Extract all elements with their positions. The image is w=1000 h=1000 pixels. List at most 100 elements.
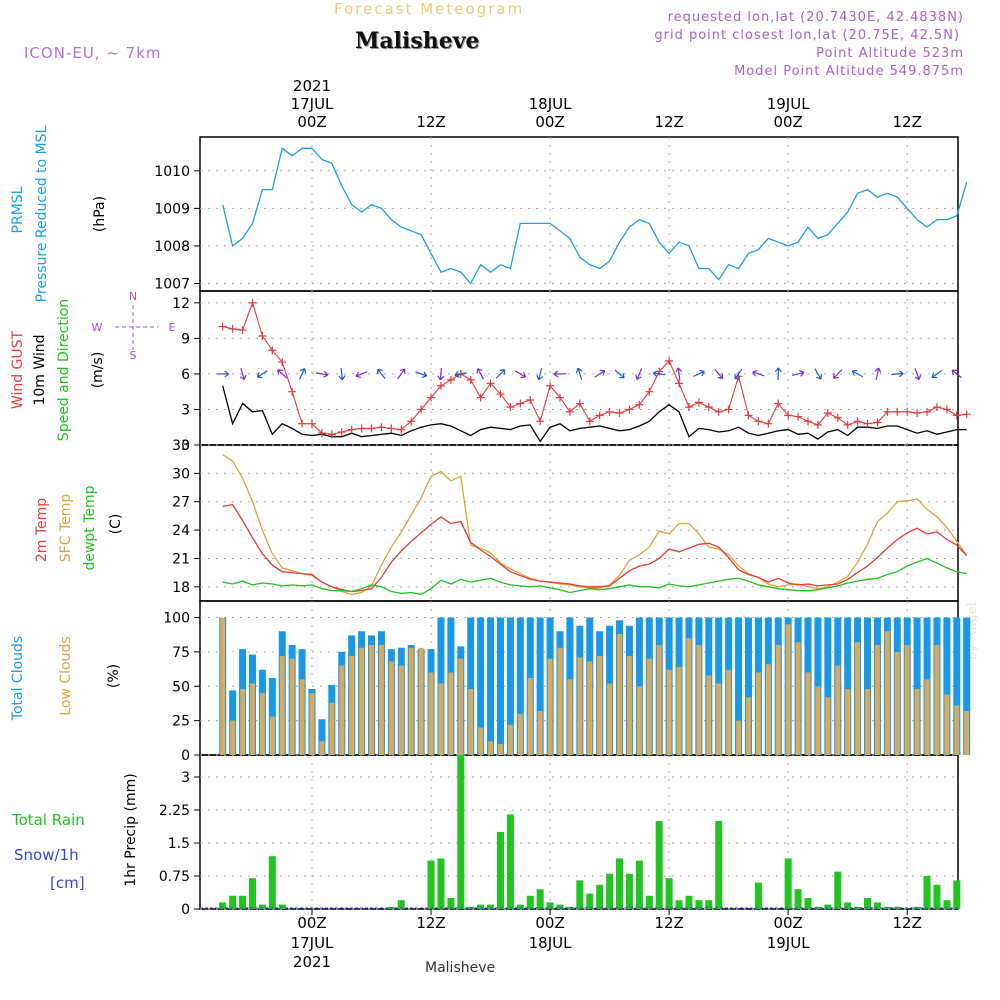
rain-bar — [268, 856, 276, 909]
wind-direction-arrow — [714, 368, 724, 380]
rain-bar — [457, 755, 465, 909]
low-cloud-bar — [874, 645, 880, 755]
wind-direction-arrow — [454, 371, 467, 378]
wind-gust-marker — [506, 403, 515, 412]
panel-frame — [199, 136, 959, 292]
wind-direction-arrow — [594, 369, 606, 378]
y-tick-label: 2.25 — [159, 803, 190, 819]
low-cloud-bar — [805, 672, 811, 755]
clouds-unit-label: (%) — [106, 664, 122, 688]
low-cloud-bar — [329, 702, 335, 755]
low-cloud-bar — [597, 656, 603, 755]
wind-direction-arrow-shape — [814, 368, 823, 380]
rain-bar — [258, 904, 266, 909]
wind-10m-label: 10m Wind — [32, 334, 48, 405]
bottom-time-tick-label: 00Z — [535, 914, 564, 932]
wind-gust-marker — [317, 429, 326, 438]
rain-bar — [556, 904, 564, 909]
y-tick-label: 1007 — [154, 276, 190, 292]
wind-direction-arrow-shape — [931, 369, 943, 379]
top-time-tick-label: 00Z — [535, 113, 564, 131]
gridlines — [194, 137, 958, 915]
low-cloud-bar — [964, 711, 970, 755]
low-cloud-bar — [686, 638, 692, 755]
rain-bar — [844, 902, 852, 909]
wind-gust-marker — [863, 419, 872, 428]
wind-direction-arrow-shape — [714, 368, 724, 380]
wind-gust-marker — [694, 398, 703, 407]
top-time-tick-label: 12Z — [416, 113, 445, 131]
wind-gust-marker — [417, 405, 426, 414]
rain-bar — [715, 821, 723, 909]
low-cloud-bar — [676, 667, 682, 755]
requested-coords: requested lon,lat (20.7430E, 42.4838N) — [667, 10, 964, 25]
low-cloud-bar — [696, 645, 702, 755]
rain-bar — [616, 858, 624, 909]
low-cloud-bar — [716, 683, 722, 755]
total-cloud-bar — [536, 617, 544, 755]
total-cloud-bar — [744, 617, 752, 755]
compass-w: W — [92, 321, 103, 334]
low-clouds-label: Low Clouds — [58, 636, 74, 715]
wind-gust-marker — [397, 425, 406, 434]
low-cloud-bar — [279, 656, 285, 755]
bottom-day-label: 17JUL — [291, 934, 334, 952]
low-cloud-bar — [537, 711, 543, 755]
wind-direction-arrow — [734, 368, 743, 380]
compass-s: S — [130, 349, 137, 362]
wind-direction-arrow — [752, 369, 765, 377]
wind-gust-marker — [595, 411, 604, 420]
rain-bar — [248, 878, 256, 909]
top-time-tick-label: 00Z — [297, 113, 326, 131]
wind-direction-arrow — [614, 369, 625, 379]
chart-labels: 1007100810091010036912182124273033025507… — [10, 77, 922, 971]
low-cloud-bar — [299, 679, 305, 755]
y-tick-label: 6 — [181, 367, 190, 383]
low-cloud-bar — [736, 720, 742, 755]
wind-gust-marker — [337, 427, 346, 436]
rain-bar — [873, 902, 881, 909]
total-cloud-bar — [953, 617, 961, 755]
low-cloud-bar — [577, 657, 583, 755]
wind-gust-marker — [248, 298, 257, 307]
y-tick-label: 27 — [172, 495, 190, 511]
low-cloud-bar — [527, 678, 533, 755]
low-cloud-bar — [289, 658, 295, 755]
top-time-tick-label: 00Z — [773, 113, 802, 131]
wind-gust-marker — [288, 387, 297, 396]
wind-direction-arrow-shape — [594, 369, 606, 378]
wind-direction-arrow-shape — [832, 369, 843, 379]
rain-bar — [705, 900, 713, 909]
wind-gust-marker — [804, 417, 812, 426]
low-cloud-bar — [934, 645, 940, 755]
wind-direction-arrow — [931, 369, 943, 379]
total-cloud-bar — [735, 617, 743, 755]
wind-direction-arrow-shape — [476, 368, 484, 380]
wind-direction-arrow-shape — [635, 368, 643, 380]
wind-gust-marker — [813, 420, 822, 429]
wind-gust-marker — [823, 409, 832, 418]
temp-2m-line — [222, 503, 968, 593]
rain-bar — [804, 898, 812, 909]
wind-gust-marker — [744, 411, 753, 420]
rain-bar — [447, 898, 455, 909]
rain-bar — [824, 904, 832, 909]
wind-direction-arrow — [874, 367, 882, 380]
low-cloud-bar — [626, 656, 632, 755]
wind-gust-marker — [308, 419, 316, 428]
wind-gust-marker — [357, 424, 366, 433]
low-cloud-bar — [865, 689, 871, 755]
wind-gust-marker — [923, 407, 932, 416]
gridpoint-coords: grid point closest lon,lat (20.75E, 42.5… — [654, 28, 960, 43]
wind-gust-marker — [754, 417, 763, 426]
low-cloud-bar — [438, 683, 444, 755]
y-tick-label: 1.5 — [168, 836, 190, 852]
wind-direction-arrow-shape — [397, 368, 406, 380]
model-label: ICON-EU, ~ 7km — [24, 44, 162, 62]
wind-gust-marker — [833, 413, 842, 422]
wind-direction-label: Speed and Direction — [56, 299, 72, 441]
rain-bar — [278, 904, 286, 909]
bottom-time-tick-label: 00Z — [297, 914, 326, 932]
rain-bar — [596, 884, 604, 909]
